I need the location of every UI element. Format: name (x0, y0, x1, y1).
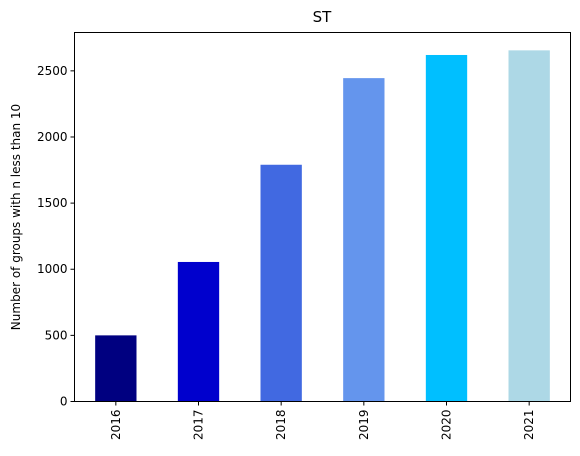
bar-2016 (95, 335, 137, 402)
x-tick-label: 2016 (109, 410, 123, 441)
y-tick-label: 1000 (37, 262, 68, 276)
y-tick-label: 1500 (37, 196, 68, 210)
y-axis-ticks: 0 500 1000 1500 2000 2500 (37, 64, 75, 409)
x-tick-label: 2020 (440, 410, 454, 441)
y-tick-label: 0 (60, 395, 68, 409)
x-tick-label: 2017 (192, 410, 206, 441)
y-tick-label: 2000 (37, 130, 68, 144)
bar-2021 (508, 50, 550, 402)
y-tick-label: 500 (45, 328, 68, 342)
bar-2018 (260, 164, 302, 402)
x-tick-label: 2018 (274, 410, 288, 441)
chart-title: ST (313, 8, 333, 26)
x-tick-label: 2019 (357, 410, 371, 441)
plot-frame (74, 32, 571, 402)
bar-2019 (343, 78, 385, 402)
y-axis-label: Number of groups with n less than 10 (9, 104, 23, 330)
x-tick-label: 2021 (522, 410, 536, 441)
x-axis-ticks: 2016 2017 2018 2019 2020 2021 (109, 401, 536, 441)
y-tick-label: 2500 (37, 64, 68, 78)
bars-group (95, 50, 550, 402)
bar-2017 (177, 261, 220, 402)
bar-2020 (425, 54, 468, 402)
